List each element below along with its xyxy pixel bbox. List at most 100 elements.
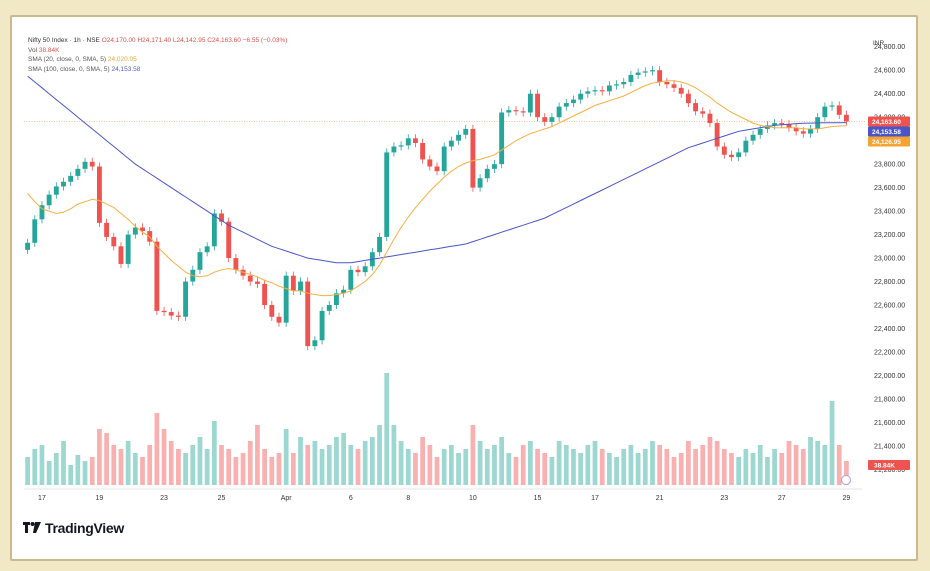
tradingview-logo-icon	[23, 522, 41, 533]
volume-bar	[413, 453, 418, 485]
candle-body	[448, 140, 454, 147]
candle-body	[599, 90, 605, 92]
volume-bar	[664, 449, 670, 485]
volume-bar	[46, 461, 52, 485]
volume-bar	[247, 441, 253, 485]
volume-bar	[800, 449, 806, 485]
candle-body	[729, 154, 734, 158]
candle-body	[283, 275, 289, 323]
volume-bar	[355, 449, 361, 485]
candle-body	[104, 222, 110, 237]
volume-bar	[506, 453, 512, 485]
candle-body	[614, 84, 620, 86]
chart-frame	[10, 15, 918, 561]
x-tick-label: 27	[778, 495, 786, 502]
volume-bar	[118, 449, 124, 485]
volume-bar	[463, 449, 469, 485]
candle-body	[499, 112, 505, 165]
volume-bar	[147, 445, 153, 485]
volume-bar	[326, 445, 332, 485]
x-tick-label: 10	[469, 495, 477, 502]
y-tick-label: 24,400.00	[874, 91, 905, 98]
y-tick-label: 21,800.00	[874, 396, 905, 403]
x-tick-label: 21	[656, 495, 664, 502]
candle-body	[772, 123, 778, 126]
legend-sma100-value: 24,153.58	[111, 65, 141, 73]
legend-symbol[interactable]: Nifty 50 Index · 1h · NSE	[28, 37, 100, 44]
volume-bar	[686, 441, 691, 485]
volume-bar	[176, 449, 181, 485]
volume-bar	[305, 445, 311, 485]
y-tick-label: 22,800.00	[874, 279, 905, 286]
volume-bar	[384, 373, 390, 485]
candle-body	[175, 315, 181, 317]
candle-body	[779, 123, 785, 125]
candle-body	[355, 269, 361, 273]
legend-sma100-label: SMA (100, close, 0, SMA, 5)	[28, 65, 110, 73]
volume-bar	[61, 441, 66, 485]
candle-body	[183, 281, 189, 317]
candle-body	[556, 106, 562, 118]
legend-vol-label: Vol	[28, 46, 38, 54]
volume-bar	[671, 457, 677, 485]
candle-body	[456, 134, 461, 141]
volume-bar	[211, 421, 217, 485]
candle-body	[678, 87, 684, 94]
volume-bar	[427, 445, 433, 485]
candle-body	[405, 138, 411, 146]
volume-bar	[262, 449, 267, 485]
volume-bar	[808, 437, 813, 485]
x-tick-label: 23	[160, 495, 168, 502]
candle-body	[25, 242, 31, 250]
volume-bar	[319, 449, 325, 485]
volume-bar	[657, 445, 663, 485]
volume-bar	[470, 425, 476, 485]
candle-body	[750, 134, 756, 141]
x-tick-label: 29	[843, 495, 851, 502]
y-tick-label: 23,000.00	[874, 256, 905, 263]
candle-body	[535, 93, 540, 118]
tradingview-brand[interactable]: TradingView	[23, 520, 124, 536]
candle-body	[693, 103, 699, 112]
volume-bar	[750, 453, 756, 485]
volume-bar	[621, 449, 627, 485]
volume-bar	[815, 441, 821, 485]
candle-body	[75, 168, 81, 176]
volume-bar	[513, 457, 519, 485]
volume-bar	[535, 449, 540, 485]
volume-bar	[729, 453, 734, 485]
legend-volume-row[interactable]: Vol 38.84K	[28, 46, 287, 56]
candle-body	[621, 81, 627, 85]
volume-bar	[456, 453, 461, 485]
sma20-line	[27, 80, 847, 297]
volume-bar	[140, 457, 145, 485]
volume-bar	[255, 425, 260, 485]
volume-bar	[283, 429, 289, 485]
volume-bar	[635, 453, 641, 485]
legend-sma20-row[interactable]: SMA (20, close, 0, SMA, 5) 24,020.05	[28, 55, 287, 65]
volume-bar	[829, 401, 835, 485]
candle-body	[585, 91, 591, 94]
candle-body	[111, 236, 117, 247]
candle-body	[527, 93, 533, 113]
candle-body	[578, 93, 584, 100]
y-tick-label: 22,200.00	[874, 349, 905, 356]
candle-body	[398, 145, 404, 147]
volume-bar	[39, 445, 45, 485]
volume-bar	[822, 445, 828, 485]
candle-body	[254, 281, 260, 284]
legend-sma100-row[interactable]: SMA (100, close, 0, SMA, 5) 24,153.58	[28, 65, 287, 75]
candle-body	[470, 128, 476, 188]
candle-body	[276, 316, 282, 323]
candle-body	[650, 70, 655, 72]
candle-body	[542, 117, 548, 122]
candle-body	[664, 81, 670, 85]
y-tick-label: 23,200.00	[874, 232, 905, 239]
volume-bar	[642, 449, 648, 485]
candle-body	[89, 161, 95, 167]
candle-body	[247, 275, 253, 282]
candle-body	[793, 127, 799, 132]
candle-body	[571, 99, 576, 104]
candle-body	[240, 269, 246, 276]
